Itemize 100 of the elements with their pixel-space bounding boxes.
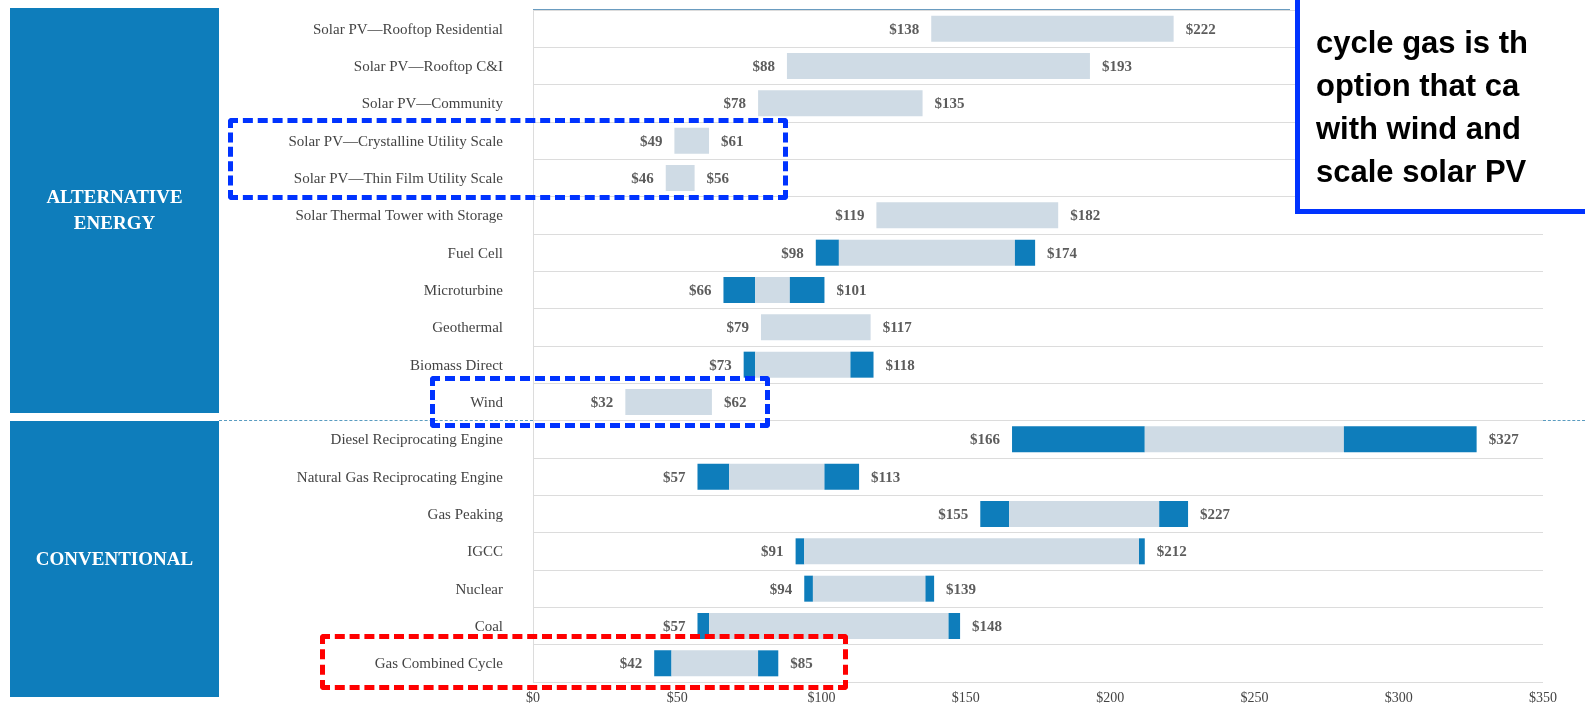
annotation: $155 (938, 506, 969, 522)
annotation: $73 (709, 356, 732, 373)
annotation: $182 (1070, 207, 1101, 224)
annotation: $49 (639, 132, 663, 149)
y-tick-label: Solar PV—Community (361, 95, 504, 112)
annotation: $91 (761, 543, 784, 560)
bar (755, 277, 790, 303)
bar (804, 575, 813, 602)
annotation: $57 (662, 468, 686, 485)
annotation: $227 (1200, 506, 1231, 522)
bar (1014, 239, 1036, 266)
annotation: $135 (934, 95, 965, 112)
bar (674, 127, 710, 154)
bar (1159, 501, 1189, 527)
y-tick-label: Biomass Direct (410, 356, 504, 373)
bar (876, 202, 1059, 229)
annotation: $222 (1185, 20, 1216, 37)
bar (697, 463, 730, 490)
x-tick-label: $350 (1529, 689, 1557, 705)
y-tick-label: Wind (470, 394, 504, 410)
bar (1139, 538, 1145, 565)
bar (786, 53, 1090, 79)
annotation: $193 (1101, 58, 1132, 74)
bar (795, 538, 805, 565)
group-panel: ALTERNATIVE ENERGY (10, 8, 219, 413)
bar (789, 277, 825, 303)
bar (760, 314, 871, 341)
annotation: $46 (631, 170, 655, 186)
group-panel: CONVENTIONAL (10, 420, 219, 697)
bar (838, 239, 1015, 266)
y-tick-label: Solar Thermal Tower with Storage (295, 207, 504, 224)
bar (654, 650, 672, 677)
annotation: cycle gas is th option that ca with wind and scale solar PV (1316, 24, 1529, 191)
y-tick-label: Solar PV—Thin Film Utility Scale (293, 170, 504, 186)
bar (931, 15, 1174, 42)
annotation: $32 (590, 394, 614, 410)
x-tick-label: $300 (1384, 689, 1413, 705)
bar (850, 351, 874, 378)
x-tick-label: $50 (666, 689, 688, 705)
y-tick-label: IGCC (467, 543, 503, 560)
bar (1144, 426, 1344, 453)
y-tick-label: Gas Peaking (427, 506, 504, 522)
y-tick-label: Solar PV—Rooftop Residential (313, 20, 503, 37)
annotation: $174 (1047, 244, 1078, 261)
annotation: $119 (835, 207, 865, 224)
annotation: $61 (721, 132, 744, 149)
bar (925, 575, 935, 602)
bar (758, 90, 923, 117)
annotation: $62 (723, 394, 747, 410)
y-tick-label: Fuel Cell (447, 244, 503, 261)
annotation: $56 (706, 170, 730, 186)
bar (709, 613, 949, 639)
bar (671, 650, 759, 677)
y-tick-label: Gas Combined Cycle (374, 655, 504, 672)
bar (812, 575, 926, 602)
bar (758, 650, 779, 677)
bar (1009, 501, 1160, 527)
x-tick-label: $150 (951, 689, 980, 705)
annotation: $42 (619, 655, 643, 672)
y-tick-label: Diesel Reciprocating Engine (330, 431, 504, 448)
bar (729, 463, 825, 490)
bar (824, 463, 860, 490)
bar (980, 501, 1010, 527)
bar (948, 613, 961, 639)
annotation: $327 (1488, 431, 1520, 448)
annotation: $66 (688, 282, 712, 298)
annotation: $139 (946, 580, 977, 597)
bar (815, 239, 839, 266)
annotation: $85 (790, 655, 813, 672)
y-tick-label: Nuclear (455, 580, 503, 597)
annotation: $148 (972, 618, 1003, 634)
annotation: $212 (1156, 543, 1187, 560)
annotation: $57 (662, 618, 686, 634)
annotation: $101 (836, 282, 867, 298)
y-tick-label: Geothermal (432, 319, 503, 336)
bar (1343, 426, 1477, 453)
x-tick-label: $200 (1096, 689, 1125, 705)
x-tick-label: $0 (526, 689, 540, 705)
annotation: $78 (723, 95, 747, 112)
y-tick-label: Coal (474, 618, 503, 634)
annotation: $138 (889, 20, 920, 37)
annotation: $94 (769, 580, 793, 597)
annotation: $88 (752, 58, 775, 74)
bar (665, 165, 695, 191)
x-tick-label: $100 (807, 689, 836, 705)
bar (1012, 426, 1145, 453)
annotation: $98 (781, 244, 804, 261)
annotation: $166 (970, 431, 1001, 448)
annotation: $79 (726, 319, 749, 336)
y-tick-label: Natural Gas Reciprocating Engine (296, 468, 504, 485)
bar (755, 351, 851, 378)
bar (625, 389, 712, 415)
y-tick-label: Microturbine (423, 282, 504, 298)
annotation: $113 (871, 468, 901, 485)
bar (723, 277, 756, 303)
annotation: $117 (882, 319, 913, 336)
annotation: $118 (885, 356, 915, 373)
y-tick-label: Solar PV—Rooftop C&I (353, 58, 503, 74)
bar (804, 538, 1139, 565)
x-tick-label: $250 (1240, 689, 1269, 705)
